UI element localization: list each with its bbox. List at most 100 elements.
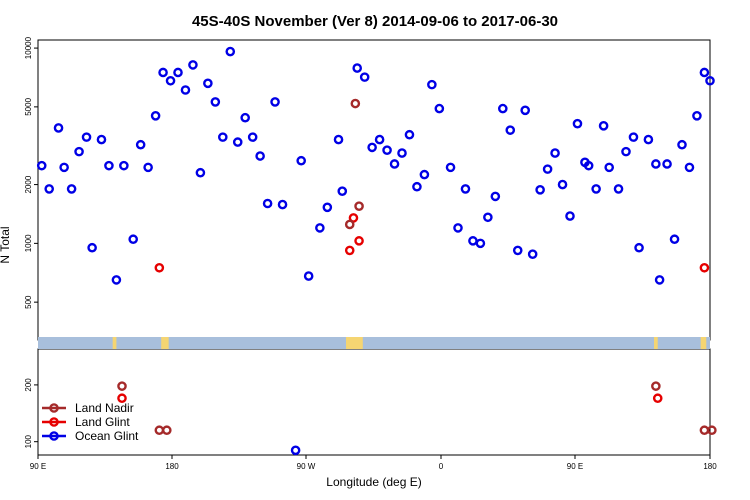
data-point bbox=[210, 97, 221, 107]
data-point bbox=[604, 162, 615, 173]
data-point bbox=[225, 46, 236, 57]
data-point bbox=[699, 262, 710, 273]
data-point bbox=[117, 381, 127, 391]
x-axis-label: Longitude (deg E) bbox=[326, 475, 421, 489]
data-point bbox=[520, 105, 531, 116]
y-tick-label: 100 bbox=[24, 434, 33, 448]
data-point bbox=[359, 72, 370, 82]
data-point bbox=[634, 242, 644, 253]
x-tick-label: 180 bbox=[703, 462, 717, 471]
data-point bbox=[135, 139, 146, 150]
land-mask-segment bbox=[346, 337, 363, 349]
data-point bbox=[651, 159, 661, 169]
data-point bbox=[591, 184, 601, 194]
data-point bbox=[150, 111, 161, 121]
data-point bbox=[460, 184, 471, 194]
data-point bbox=[699, 425, 710, 436]
data-point bbox=[684, 162, 695, 173]
data-point bbox=[535, 185, 545, 195]
data-point bbox=[81, 132, 92, 142]
data-point bbox=[662, 159, 672, 169]
land-mask-segment bbox=[700, 337, 707, 349]
data-point bbox=[512, 245, 523, 256]
data-point bbox=[337, 186, 348, 196]
data-point bbox=[161, 425, 172, 436]
data-point bbox=[87, 242, 97, 253]
data-point bbox=[247, 132, 258, 142]
data-point bbox=[583, 160, 594, 171]
data-point bbox=[677, 139, 687, 150]
x-tick-label: 90 E bbox=[567, 462, 583, 471]
data-point bbox=[188, 60, 198, 70]
data-point bbox=[158, 67, 168, 78]
y-tick-label: 200 bbox=[24, 378, 33, 392]
y-tick-label: 2000 bbox=[24, 175, 33, 193]
data-point bbox=[119, 160, 129, 171]
data-point bbox=[382, 145, 392, 155]
data-point bbox=[621, 146, 631, 157]
data-point bbox=[255, 151, 265, 161]
data-point bbox=[705, 75, 715, 86]
data-point bbox=[367, 142, 377, 153]
data-point bbox=[707, 425, 717, 436]
legend-label: Land Nadir bbox=[75, 401, 134, 415]
data-point bbox=[53, 123, 64, 133]
data-point bbox=[419, 169, 430, 180]
data-point bbox=[36, 160, 47, 171]
legend-marker bbox=[49, 431, 59, 441]
data-point bbox=[270, 97, 280, 107]
data-point bbox=[290, 445, 301, 456]
x-tick-label: 180 bbox=[165, 462, 179, 471]
data-point bbox=[333, 134, 344, 145]
upper-plot-frame bbox=[37, 39, 711, 341]
data-point bbox=[490, 191, 501, 202]
ocean-mask-band bbox=[38, 337, 710, 349]
data-point bbox=[497, 103, 508, 114]
data-points bbox=[36, 46, 717, 456]
data-point bbox=[154, 425, 165, 436]
data-point bbox=[527, 249, 538, 260]
data-point bbox=[354, 201, 364, 211]
legend-marker bbox=[49, 417, 59, 427]
data-point bbox=[652, 393, 663, 404]
land-mask-strip bbox=[38, 337, 710, 349]
data-point bbox=[445, 162, 456, 173]
data-point bbox=[143, 162, 153, 173]
data-point bbox=[165, 75, 176, 86]
legend-marker bbox=[49, 403, 59, 413]
data-point bbox=[397, 148, 407, 158]
data-point bbox=[262, 198, 273, 209]
data-point bbox=[572, 118, 583, 129]
data-point bbox=[344, 245, 355, 256]
data-point bbox=[550, 148, 560, 158]
data-point bbox=[483, 212, 493, 223]
data-point bbox=[374, 134, 385, 145]
x-tick-label: 90 E bbox=[30, 462, 46, 471]
data-point bbox=[96, 134, 107, 145]
data-point bbox=[427, 79, 437, 90]
x-axis: 90 E 180 90 W 0 90 E 180 bbox=[30, 455, 717, 471]
lower-plot-frame bbox=[37, 348, 711, 456]
data-point bbox=[315, 223, 325, 233]
data-point bbox=[350, 98, 361, 109]
land-mask-segment bbox=[654, 337, 658, 349]
data-point bbox=[128, 234, 138, 245]
data-point bbox=[173, 67, 183, 78]
data-point bbox=[344, 219, 355, 230]
x-tick-label: 90 W bbox=[297, 462, 316, 471]
data-point bbox=[692, 111, 702, 121]
data-point bbox=[505, 125, 516, 135]
y-tick-label: 10000 bbox=[24, 36, 33, 59]
data-point bbox=[643, 134, 654, 145]
land-mask-segment bbox=[161, 337, 169, 349]
data-point bbox=[453, 223, 463, 233]
data-point bbox=[389, 159, 400, 169]
legend-label: Land Glint bbox=[75, 415, 130, 429]
data-point bbox=[74, 146, 84, 157]
data-point bbox=[404, 129, 415, 140]
data-point bbox=[195, 167, 206, 178]
legend-label: Ocean Glint bbox=[75, 429, 139, 443]
land-mask-segment bbox=[112, 337, 117, 349]
data-point bbox=[598, 120, 609, 131]
